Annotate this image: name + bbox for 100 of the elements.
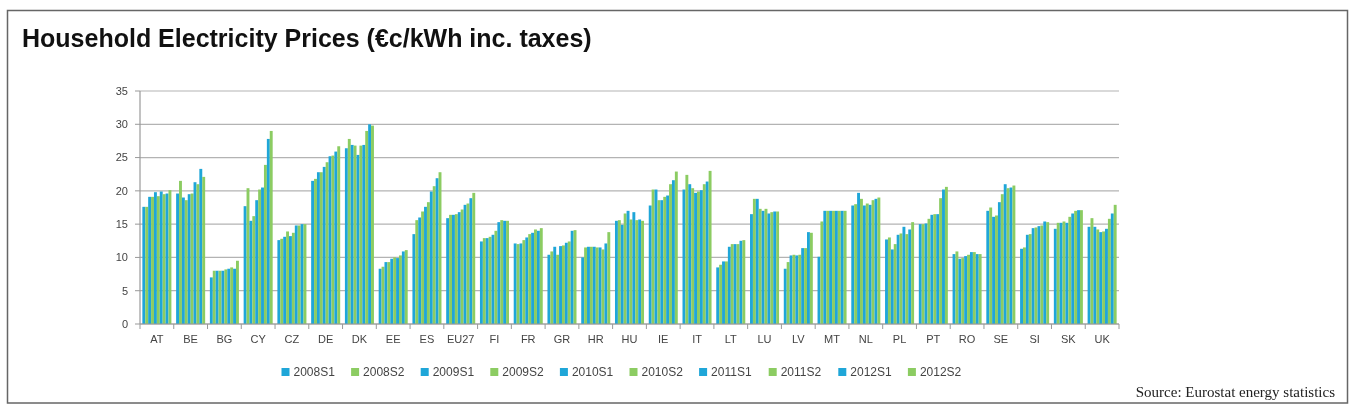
bar [708,170,712,324]
bar [291,232,295,324]
x-tick-label: FI [489,333,500,345]
bar [421,211,425,324]
bar [1003,184,1007,324]
bar [648,205,652,324]
bar [344,148,348,324]
bar [153,192,157,324]
bar [202,176,206,324]
bar [199,168,203,324]
bar [997,202,1001,324]
bar [435,178,439,324]
bar [604,243,608,324]
bar [424,206,427,324]
legend-label: 2008S1 [293,365,336,380]
bar [494,230,498,324]
legend-label: 2008S2 [363,365,405,380]
x-tick-label: SI [1029,333,1040,345]
x-tick-label: GR [553,333,571,345]
bar [325,162,329,324]
bar [432,186,436,324]
bar [902,226,906,324]
x-tick-label: NL [858,333,873,345]
bar [322,166,326,324]
bar [581,257,585,324]
bar [1000,194,1004,324]
bar [691,188,695,324]
x-tick-label: UK [1094,333,1111,345]
bar [632,212,636,324]
bar [556,254,560,324]
bar [890,249,894,324]
bar [820,221,824,324]
x-tick-label: DE [318,333,334,345]
x-tick-label: LV [791,333,806,345]
bar [263,164,267,324]
bar [905,234,909,324]
x-tick-label: CZ [284,333,300,345]
bar [685,174,689,324]
legend-label: 2012S2 [919,365,962,380]
x-tick-label: RO [958,333,976,345]
x-tick-label: IE [658,333,669,345]
bar [365,130,369,324]
x-tick-label: EE [385,333,401,345]
legend-label: 2012S1 [850,365,892,380]
bar [209,277,213,324]
bar [469,198,473,324]
bar [1110,213,1114,324]
bar [669,184,672,324]
bar [252,216,256,324]
bar [236,260,239,324]
y-tick-label: 20 [115,184,128,197]
bar [334,151,338,324]
bar [1113,204,1117,324]
x-tick-label: MT [824,333,841,345]
bar [857,192,860,324]
bar [179,180,182,324]
bar [426,202,430,324]
x-tick-label: HR [587,333,604,345]
legend-label: 2011S2 [780,365,822,380]
bar [266,138,270,324]
y-tick-label: 30 [115,118,128,131]
bar [1053,228,1057,324]
bar [337,146,341,324]
y-tick-label: 0 [121,317,128,330]
bar [553,246,557,324]
bar [243,206,247,324]
y-tick-label: 10 [115,251,128,264]
legend-label: 2010S2 [641,365,684,380]
x-tick-label: SE [993,333,1009,345]
bar [1087,226,1091,324]
y-tick-label: 5 [121,284,128,297]
bar [269,130,273,324]
x-tick-label: EU27 [446,333,475,345]
bar [176,193,180,324]
bar [750,214,753,324]
legend-label: 2010S1 [571,365,614,380]
bar [446,218,450,324]
x-tick-label: HU [621,333,638,345]
bar [939,198,943,324]
bar [893,244,897,324]
bar [286,231,290,324]
bar [783,268,787,324]
bar [255,200,259,324]
bar [1107,218,1111,324]
bar [156,196,160,324]
bar [289,236,292,324]
x-tick-label: ES [419,333,435,345]
x-tick-label: LU [757,333,772,345]
bar [908,229,912,324]
x-tick-label: PT [926,333,941,345]
bar [347,138,351,324]
bar [412,234,416,324]
legend-label: 2011S1 [711,365,752,380]
x-tick-label: BE [183,333,198,345]
x-tick-label: SK [1061,333,1077,345]
bar [607,232,611,324]
source-note: Source: Eurostat energy statistics [1135,384,1336,400]
bar [911,222,915,324]
bar [472,192,476,324]
bar [249,220,253,324]
